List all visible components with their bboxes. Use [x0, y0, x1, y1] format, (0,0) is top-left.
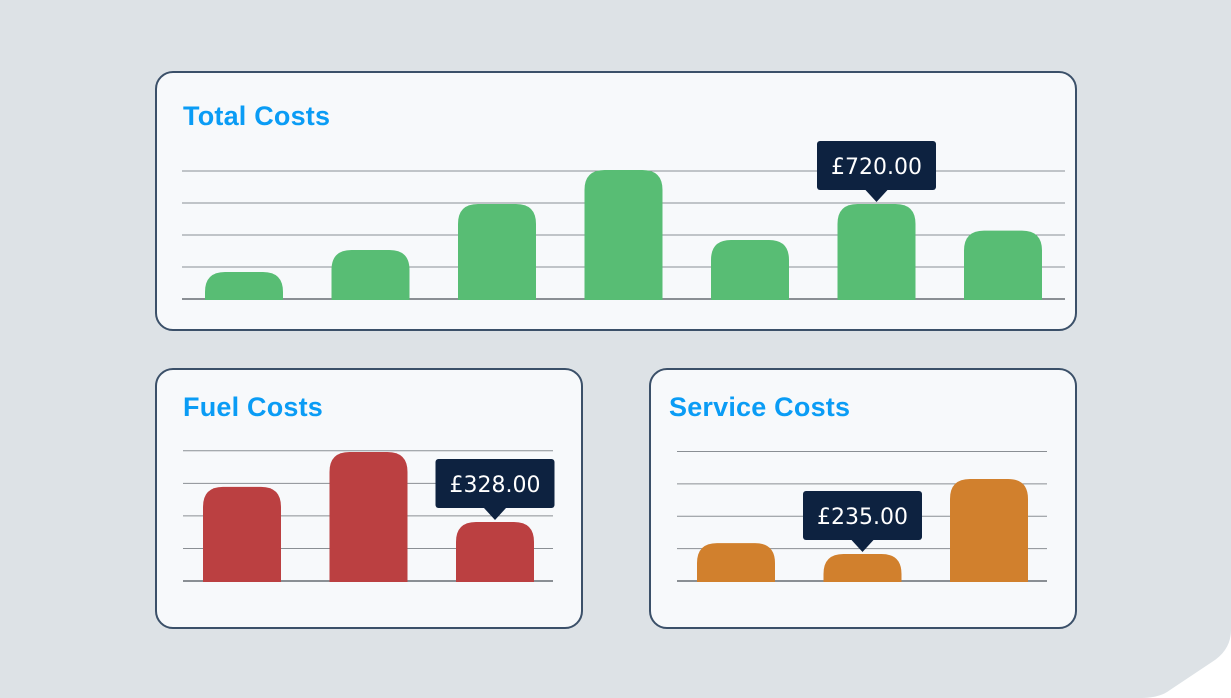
chart-title: Total Costs — [183, 101, 331, 131]
chart-title: Service Costs — [669, 392, 851, 422]
tooltip-box — [435, 459, 555, 508]
fuel-costs-chart: £328.00 — [183, 450, 555, 582]
total-costs-chart: £720.00 — [182, 141, 1065, 300]
bar — [331, 250, 410, 300]
tooltip-arrow — [484, 508, 506, 520]
tooltip-box — [817, 141, 936, 190]
tooltip: £235.00 — [803, 491, 922, 553]
tooltip-label: £328.00 — [450, 473, 541, 498]
tooltip-arrow — [865, 190, 888, 202]
bar — [837, 204, 916, 300]
bar — [329, 451, 408, 582]
fuel-costs-card: Fuel Costs £328.00 — [155, 368, 583, 629]
bar — [711, 240, 789, 300]
bar — [205, 272, 283, 300]
tooltip-arrow — [851, 540, 874, 553]
chart-title: Fuel Costs — [183, 392, 324, 422]
tooltip: £328.00 — [435, 459, 555, 520]
service-costs-card: Service Costs £235.00 — [649, 368, 1077, 629]
bar — [456, 522, 534, 582]
bar — [584, 170, 663, 300]
tooltip-label: £235.00 — [817, 505, 908, 530]
bar — [823, 554, 902, 582]
bar — [203, 486, 281, 582]
bar — [950, 479, 1028, 582]
tooltip: £720.00 — [817, 141, 936, 202]
tooltip-label: £720.00 — [831, 155, 922, 180]
total-costs-card: Total Costs £720.00 — [155, 71, 1077, 331]
tooltip-box — [803, 491, 922, 541]
bar — [697, 543, 775, 582]
bar — [458, 204, 536, 300]
bar — [964, 230, 1042, 300]
service-costs-chart: £235.00 — [677, 450, 1047, 582]
